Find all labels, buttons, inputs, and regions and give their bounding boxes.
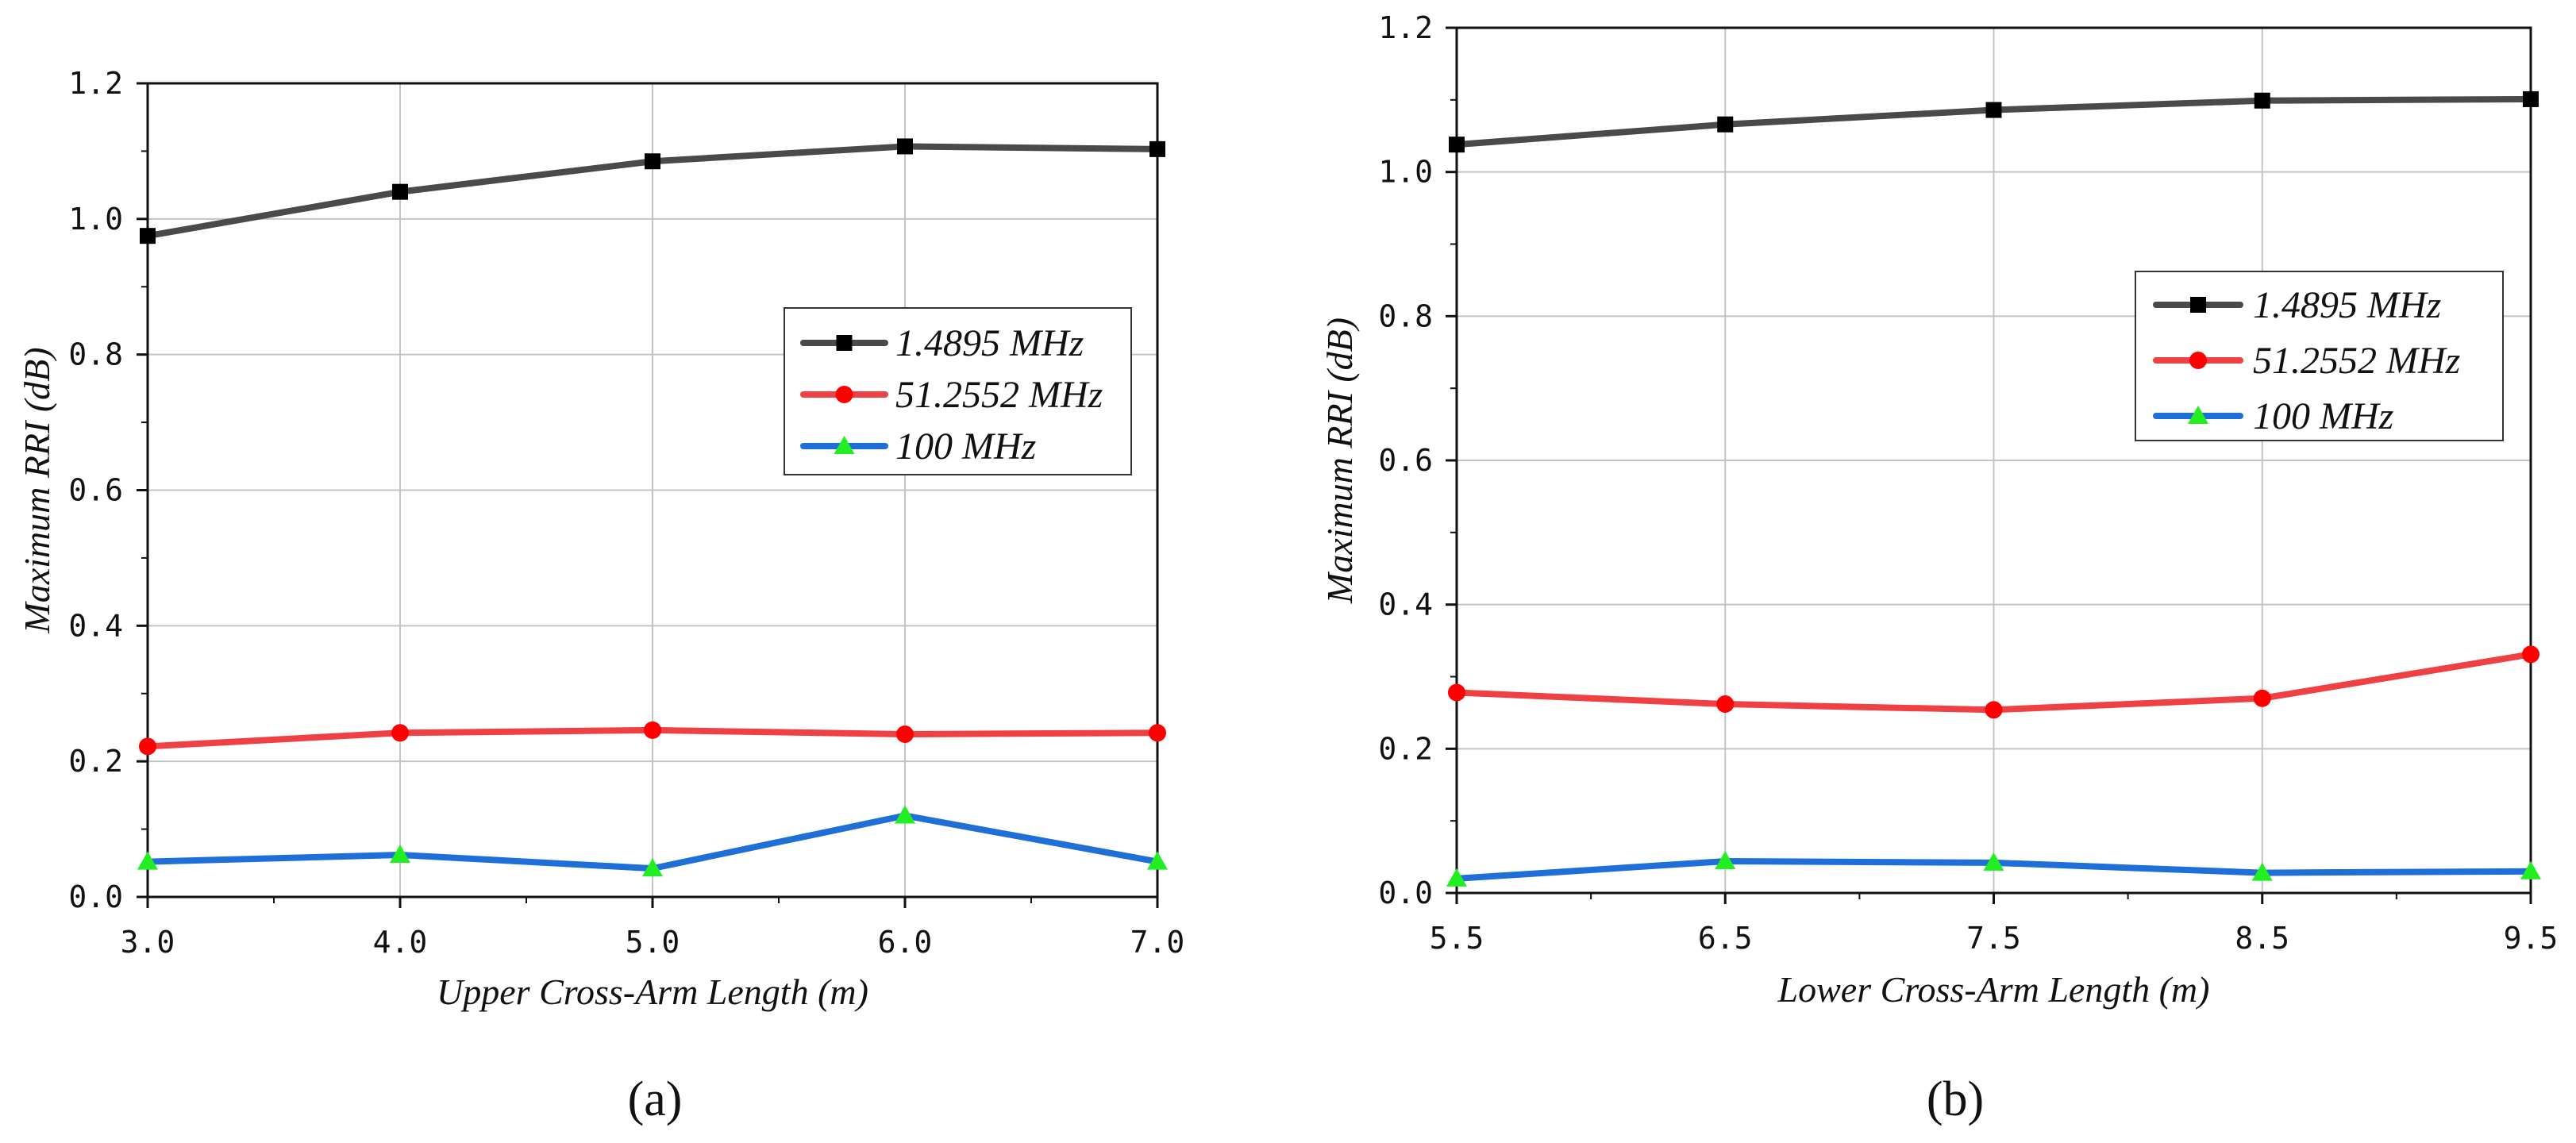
y-tick-label: 1.0 <box>68 202 123 237</box>
x-tick-label: 8.5 <box>2235 921 2289 956</box>
x-tick-label: 5.5 <box>1430 921 1484 956</box>
legend-label: 51.2552 MHz <box>2253 340 2461 382</box>
legend-item: 100 MHz <box>2153 395 2394 437</box>
triangle-marker <box>2188 406 2208 424</box>
square-marker <box>2254 92 2270 109</box>
circle-marker <box>644 721 661 739</box>
y-tick-label: 0.2 <box>68 744 123 779</box>
y-tick-label: 0.4 <box>1378 587 1433 622</box>
y-tick-label: 1.0 <box>1378 155 1433 190</box>
legend-label: 100 MHz <box>2253 395 2394 437</box>
x-tick-label: 9.5 <box>2504 921 2559 956</box>
series-square <box>1449 90 2539 153</box>
circle-marker <box>835 386 853 403</box>
y-tick-label: 0.2 <box>1378 731 1433 766</box>
series-circle <box>1448 645 2539 719</box>
y-axis-title: Maximum RRI (dB) <box>1319 318 1360 604</box>
triangle-marker <box>2251 862 2273 881</box>
y-tick-label: 0.6 <box>1378 443 1433 478</box>
triangle-marker <box>834 436 855 454</box>
legend: 1.4895 MHz 51.2552 MHz 100 MHz <box>2135 271 2504 441</box>
series-triangle <box>137 805 1168 877</box>
chart-panel-a: 3.0 4.0 5.0 6.0 7.0 0.0 0.2 0.4 0.6 0.8 1.0 1.2 Uppe… <box>17 66 1184 1126</box>
legend-item: 51.2552 MHz <box>800 374 1103 416</box>
circle-marker <box>1448 683 1465 702</box>
legend-label: 1.4895 MHz <box>2253 284 2442 326</box>
triangle-marker <box>1446 868 1467 887</box>
square-marker <box>1717 116 1734 133</box>
triangle-marker <box>1983 852 2004 871</box>
series-circle <box>139 721 1166 756</box>
circle-marker <box>1985 701 2003 719</box>
legend: 1.4895 MHz 51.2552 MHz 100 MHz <box>784 307 1132 475</box>
square-marker <box>836 335 853 351</box>
circle-marker <box>139 737 156 756</box>
legend-item: 1.4895 MHz <box>800 322 1084 364</box>
triangle-marker <box>390 845 410 864</box>
square-marker <box>392 183 408 200</box>
x-tick-label: 6.5 <box>1698 921 1753 956</box>
chart-panel-b: 5.5 6.5 7.5 8.5 9.5 0.0 0.2 0.4 0.6 0.8 1.0 1.2 Lowe… <box>1319 10 2558 1126</box>
y-axis-title: Maximum RRI (dB) <box>17 347 57 633</box>
x-tick-label: 7.5 <box>1966 921 2021 956</box>
circle-marker <box>1716 695 1735 714</box>
circle-marker <box>896 725 914 743</box>
y-tick-label: 0.8 <box>1378 298 1433 333</box>
y-tick-label: 1.2 <box>1378 10 1433 45</box>
square-marker <box>1985 102 2002 118</box>
triangle-marker <box>1147 851 1168 870</box>
x-tick-label: 3.0 <box>121 925 175 960</box>
legend-label: 1.4895 MHz <box>895 322 1084 364</box>
circle-marker <box>2189 352 2207 369</box>
series-triangle <box>1446 851 2541 887</box>
square-marker <box>645 153 660 170</box>
y-tick-label: 0.0 <box>68 879 123 914</box>
square-marker <box>2523 90 2539 107</box>
circle-marker <box>1149 724 1166 742</box>
circle-marker <box>391 724 409 742</box>
circle-marker <box>2253 689 2271 707</box>
y-tick-label: 0.4 <box>68 608 123 643</box>
triangle-marker <box>2520 860 2541 879</box>
x-tick-label: 4.0 <box>373 925 428 960</box>
triangle-marker <box>895 805 915 824</box>
legend-item: 1.4895 MHz <box>2153 284 2442 326</box>
triangle-marker <box>1715 851 1736 870</box>
legend-label: 100 MHz <box>895 425 1037 468</box>
y-tick-label: 1.2 <box>68 66 123 101</box>
legend-item: 51.2552 MHz <box>2153 340 2461 382</box>
square-marker <box>1149 140 1165 157</box>
circle-marker <box>2522 645 2539 664</box>
triangle-marker <box>137 851 158 870</box>
panel-label: (a) <box>628 1072 683 1126</box>
legend-label: 51.2552 MHz <box>895 374 1103 416</box>
square-marker <box>1449 137 1465 153</box>
series-square <box>140 138 1165 244</box>
y-tick-label: 0.0 <box>1378 876 1433 910</box>
triangle-marker <box>642 858 663 877</box>
square-marker <box>2190 297 2206 313</box>
x-tick-label: 5.0 <box>626 925 680 960</box>
x-tick-label: 7.0 <box>1130 925 1185 960</box>
x-axis-title: Lower Cross-Arm Length (m) <box>1777 969 2210 1010</box>
panel-label: (b) <box>1927 1072 1984 1126</box>
square-marker <box>140 228 156 244</box>
y-tick-label: 0.6 <box>68 473 123 508</box>
y-tick-label: 0.8 <box>68 337 123 372</box>
x-tick-label: 6.0 <box>878 925 933 960</box>
x-axis-title: Upper Cross-Arm Length (m) <box>437 972 868 1012</box>
square-marker <box>897 138 913 155</box>
legend-item: 100 MHz <box>800 425 1037 468</box>
